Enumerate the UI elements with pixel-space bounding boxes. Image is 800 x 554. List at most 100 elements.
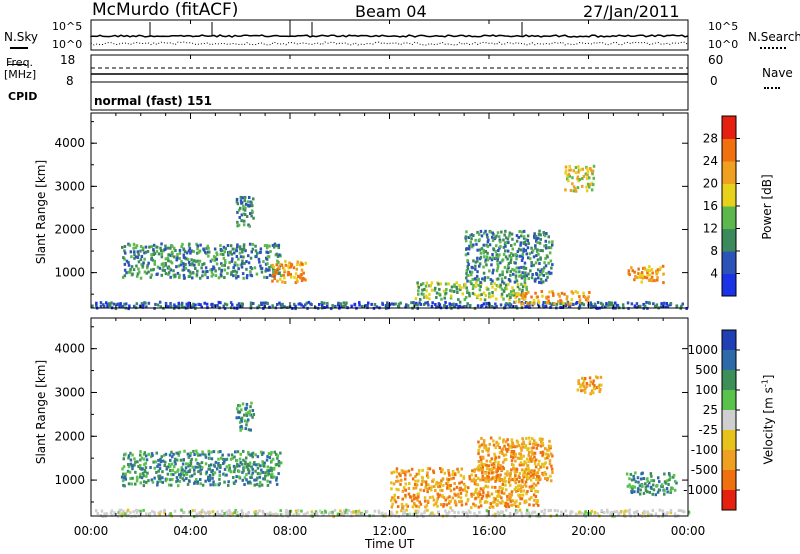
heatmap-cell: [436, 485, 440, 489]
heatmap-cell: [158, 474, 162, 478]
heatmap-cell: [193, 453, 196, 456]
heatmap-cell: [496, 266, 499, 270]
heatmap-cell: [542, 273, 545, 277]
heatmap-cell: [225, 465, 228, 469]
heatmap-cell: [237, 416, 241, 420]
heatmap-cell: [287, 271, 291, 275]
heatmap-cell: [222, 304, 225, 308]
heatmap-cell: [115, 303, 118, 307]
heatmap-cell: [239, 428, 242, 432]
heatmap-cell: [490, 467, 493, 471]
heatmap-cell: [228, 261, 231, 265]
xtick-label: 04:00: [173, 524, 208, 538]
heatmap-cell: [476, 483, 480, 487]
heatmap-cell: [288, 261, 291, 265]
heatmap-cell: [476, 256, 479, 260]
heatmap-cell: [242, 204, 245, 208]
heatmap-cell: [190, 249, 193, 253]
heatmap-cell: [500, 496, 503, 500]
heatmap-cell: [547, 444, 551, 448]
heatmap-cell: [532, 442, 535, 446]
heatmap-cell: [508, 302, 511, 306]
heatmap-cell: [231, 247, 235, 251]
heatmap-cell: [669, 489, 673, 492]
heatmap-cell: [506, 264, 510, 268]
ytick-label: 2000: [54, 429, 85, 443]
heatmap-cell: [187, 269, 190, 273]
heatmap-cell: [567, 179, 570, 183]
heatmap-cell: [196, 452, 199, 456]
heatmap-cell: [264, 471, 267, 475]
heatmap-cell: [416, 281, 419, 285]
heatmap-cell: [574, 290, 577, 294]
heatmap-cell: [565, 174, 569, 178]
heatmap-cell: [513, 470, 516, 474]
heatmap-cell: [421, 468, 424, 472]
heatmap-cell: [222, 253, 225, 256]
heatmap-cell: [649, 485, 653, 489]
heatmap-cell: [138, 304, 142, 308]
heatmap-cell: [472, 259, 475, 263]
heatmap-cell: [253, 461, 256, 464]
heatmap-cell: [488, 256, 492, 260]
heatmap-cell: [373, 303, 377, 306]
heatmap-cell: [281, 302, 284, 306]
heatmap-cell: [233, 263, 236, 267]
heatmap-cell: [159, 510, 162, 514]
heatmap-cell: [186, 452, 190, 456]
heatmap-cell: [448, 302, 451, 306]
heatmap-cell: [520, 291, 524, 294]
heatmap-cell: [437, 481, 440, 485]
heatmap-cell: [515, 468, 519, 471]
nsky-trace: [90, 34, 689, 38]
heatmap-cell: [628, 512, 631, 516]
heatmap-cell: [398, 472, 401, 476]
heatmap-cell: [521, 256, 524, 260]
heatmap-cell: [443, 296, 446, 300]
heatmap-cell: [494, 249, 497, 253]
heatmap-cell: [501, 280, 504, 284]
heatmap-cell: [198, 259, 202, 263]
heatmap-cell: [381, 511, 384, 515]
heatmap-cell: [531, 473, 535, 477]
heatmap-cell: [119, 508, 123, 512]
heatmap-cell: [468, 294, 471, 298]
heatmap-cell: [466, 252, 470, 256]
power-colorbar-label: 24: [703, 154, 718, 168]
heatmap-cell: [170, 450, 173, 454]
heatmap-cell: [534, 244, 537, 248]
heatmap-cell: [637, 267, 640, 271]
heatmap-cell: [580, 301, 584, 305]
heatmap-cell: [416, 498, 419, 502]
heatmap-cell: [502, 252, 506, 256]
heatmap-cell: [281, 280, 284, 284]
heatmap-cell: [217, 276, 221, 280]
heatmap-cell: [539, 233, 542, 237]
heatmap-cell: [238, 457, 242, 461]
heatmap-cell: [121, 512, 124, 516]
heatmap-cell: [220, 509, 224, 513]
heatmap-cell: [477, 452, 480, 456]
heatmap-cell: [143, 451, 147, 455]
heatmap-cell: [590, 389, 594, 393]
heatmap-cell: [550, 467, 554, 471]
heatmap-cell: [147, 261, 150, 265]
heatmap-cell: [249, 301, 253, 305]
heatmap-cell: [432, 478, 435, 482]
heatmap-cell: [475, 274, 479, 278]
feature-5: [576, 375, 603, 396]
heatmap-cell: [511, 478, 514, 482]
heatmap-cell: [654, 512, 658, 516]
heatmap-cell: [556, 509, 559, 513]
heatmap-cell: [588, 376, 592, 380]
heatmap-cell: [280, 461, 283, 465]
heatmap-cell: [126, 508, 130, 512]
heatmap-cell: [510, 451, 513, 455]
heatmap-cell: [495, 490, 498, 493]
heatmap-cell: [515, 266, 518, 270]
heatmap-cell: [477, 468, 480, 472]
heatmap-cell: [564, 165, 568, 169]
heatmap-cell: [415, 504, 418, 508]
heatmap-cell: [543, 508, 547, 512]
heatmap-cell: [528, 305, 531, 309]
